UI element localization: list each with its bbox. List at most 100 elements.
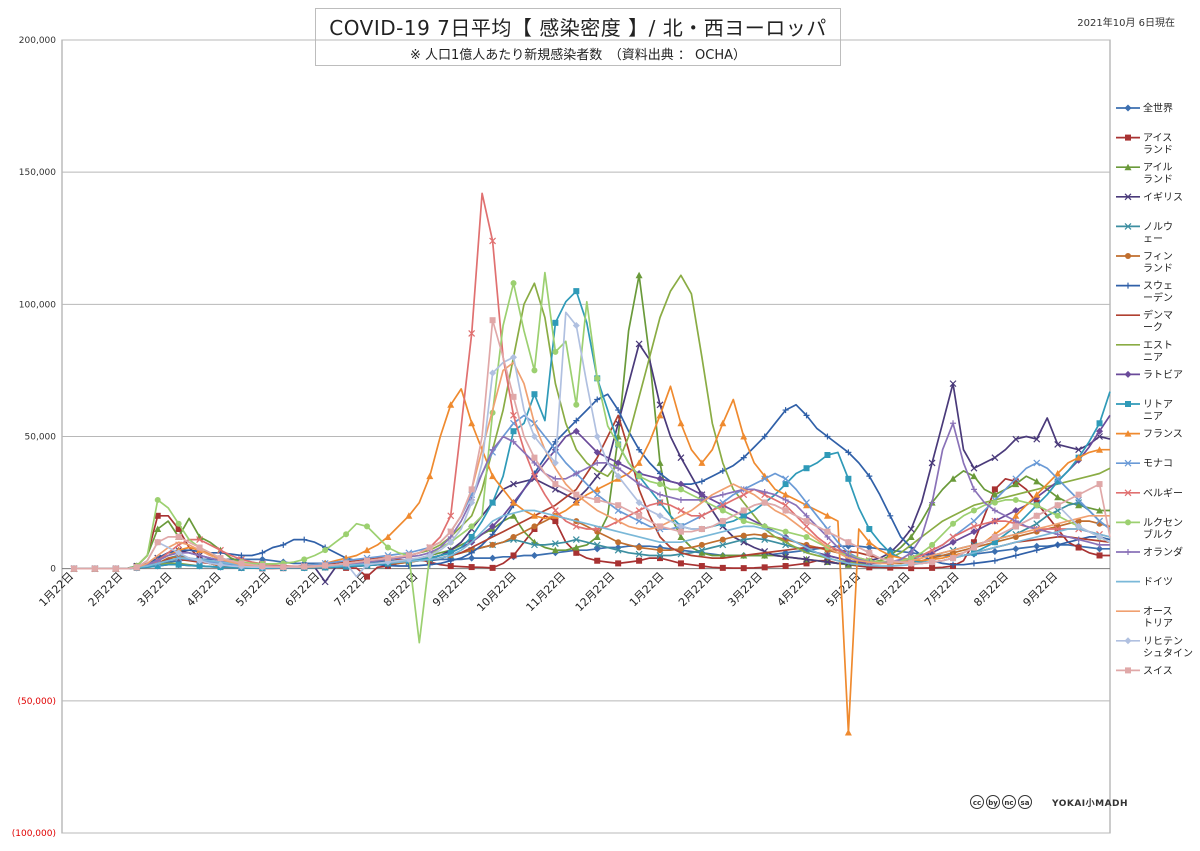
x-tick-label: 1月22日 (37, 570, 77, 610)
data-point (782, 528, 789, 535)
data-point (384, 533, 392, 540)
legend-entry: イギリス (1116, 191, 1183, 203)
data-point (175, 533, 182, 540)
data-point (71, 565, 77, 572)
x-tick-label: 2月22日 (676, 570, 716, 610)
data-point (635, 517, 643, 525)
data-point (573, 549, 580, 556)
data-point (593, 448, 601, 456)
data-point (908, 560, 915, 567)
data-point (991, 454, 999, 462)
data-point (657, 555, 664, 562)
data-point (823, 512, 831, 519)
data-point (551, 459, 559, 467)
x-tick-label: 6月22日 (283, 570, 323, 610)
data-point (1075, 544, 1082, 551)
data-point (364, 523, 371, 530)
data-point (719, 541, 727, 549)
data-point (1125, 134, 1131, 141)
y-tick-label: 200,000 (19, 36, 56, 46)
legend-entry: ラトビア (1116, 369, 1183, 381)
data-point (510, 499, 518, 506)
data-point (1096, 533, 1104, 541)
x-tick-label: 5月22日 (233, 570, 273, 610)
series-line (74, 361, 1110, 570)
data-point (258, 555, 266, 563)
data-point (1124, 104, 1132, 112)
data-point (384, 555, 391, 562)
data-point (551, 540, 559, 547)
data-point (803, 560, 810, 567)
data-point (949, 380, 957, 388)
data-point (468, 554, 476, 562)
data-point (1124, 637, 1132, 645)
legend-label: スイス (1143, 666, 1173, 677)
legend-label: ベルギー (1143, 487, 1183, 499)
data-point (593, 541, 601, 549)
data-point (740, 433, 748, 440)
x-tick-label: 2月22日 (86, 570, 126, 610)
data-point (593, 491, 601, 499)
data-point (593, 472, 601, 480)
data-point (1033, 477, 1041, 485)
data-point (677, 507, 685, 514)
data-point (384, 544, 391, 551)
x-tick-label: 12月22日 (573, 570, 618, 615)
grid-layer: 200,000 150,000 100,000 50,000 0 (50,000) (100… (12, 36, 1111, 839)
legend-label: スウェ (1143, 280, 1173, 292)
data-point (468, 329, 476, 337)
data-point (1054, 507, 1062, 514)
series-line (74, 319, 1111, 570)
data-point (447, 557, 454, 564)
data-point (991, 539, 998, 546)
data-point (677, 528, 684, 535)
data-point (175, 549, 183, 557)
data-point (552, 481, 559, 488)
data-point (447, 563, 454, 570)
data-point (656, 552, 664, 559)
data-point (635, 271, 643, 279)
data-point (572, 536, 580, 544)
data-point (782, 563, 789, 570)
data-point (572, 427, 580, 435)
data-point (1124, 430, 1132, 437)
data-point (217, 546, 224, 554)
data-point (1124, 459, 1132, 467)
data-point (698, 563, 705, 570)
data-point (593, 433, 601, 440)
data-point (238, 552, 245, 559)
data-point (572, 544, 580, 551)
data-point (657, 547, 664, 554)
data-point (740, 454, 747, 461)
data-point (531, 472, 538, 480)
data-point (635, 507, 643, 514)
data-point (1054, 441, 1062, 448)
data-point (698, 546, 706, 554)
data-point (1054, 493, 1062, 501)
by-badge-icon: by (986, 795, 1000, 809)
data-point (343, 531, 350, 538)
y-tick-label: 150,000 (19, 168, 56, 178)
data-point (991, 557, 998, 564)
data-point (615, 539, 622, 546)
data-point (1054, 475, 1062, 483)
data-point (698, 512, 706, 520)
data-point (447, 401, 455, 408)
data-point (635, 550, 643, 558)
data-point (468, 486, 475, 493)
legend-entry: オランダ (1116, 546, 1183, 559)
legend-label: ニア (1143, 352, 1163, 363)
data-point (573, 417, 580, 424)
title-box: COVID-19 7日平均【 感染密度 】/ 北・西ヨーロッパ ※ 人口1億人あ… (315, 8, 841, 66)
data-point (803, 501, 811, 509)
data-point (782, 491, 790, 498)
data-point (636, 446, 643, 453)
legend-entry: モナコ (1116, 458, 1173, 470)
x-tick-label: 3月22日 (725, 570, 765, 610)
license-badges: cc by nc sa YOKAI小MADH (970, 794, 1128, 810)
data-point (551, 446, 559, 454)
data-point (782, 475, 790, 483)
data-point (636, 544, 643, 551)
data-point (531, 523, 538, 530)
